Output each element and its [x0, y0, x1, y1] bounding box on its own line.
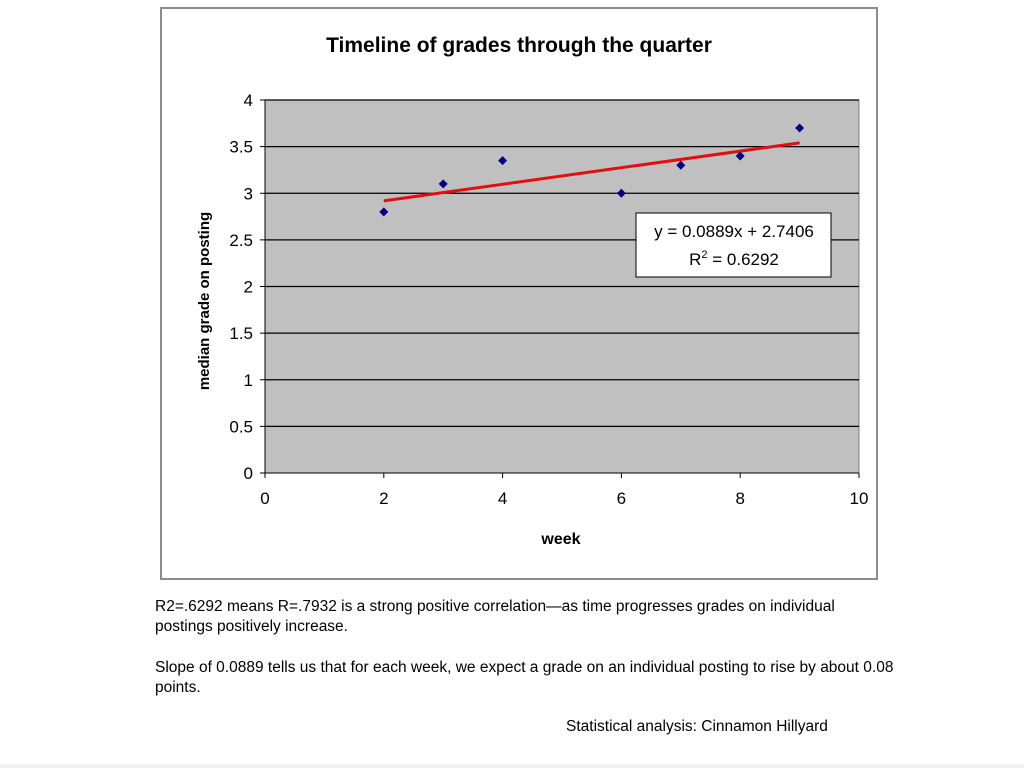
trendline-layer [383, 141, 800, 203]
bottom-divider [0, 764, 1024, 768]
caption-slope: Slope of 0.0889 tells us that for each w… [155, 659, 894, 696]
analysis-credit: Statistical analysis: Cinnamon Hillyard [566, 718, 828, 735]
data-point [735, 151, 745, 161]
y-tick-label: 2.5 [229, 231, 253, 250]
x-axis-label: week [540, 531, 580, 548]
y-tick-label: 4 [244, 91, 253, 110]
y-tick-label: 1 [244, 371, 253, 390]
r-squared-value: = 0.6292 [708, 250, 779, 269]
chart-svg: Timeline of grades through the quarter 0… [196, 34, 868, 548]
data-point [379, 207, 389, 217]
x-tick-label: 8 [735, 489, 744, 508]
y-tick-labels: 0 0.5 1 1.5 2 2.5 3 3.5 4 [229, 91, 253, 483]
data-point [438, 179, 448, 189]
r-squared-symbol: R [689, 250, 701, 269]
y-tick-label: 3 [244, 184, 253, 203]
data-points [379, 123, 805, 217]
y-tick-label: 0.5 [229, 417, 253, 436]
annotation-r-squared: R2 = 0.6292 [689, 249, 779, 269]
x-tick-label: 10 [850, 489, 869, 508]
y-axis-label: median grade on posting [196, 212, 213, 390]
x-tick-label: 0 [260, 489, 269, 508]
trendline [383, 141, 800, 203]
r-squared-superscript: 2 [701, 249, 707, 261]
y-tick-label: 2 [244, 278, 253, 297]
x-tick-label: 6 [617, 489, 626, 508]
x-tick-label: 2 [379, 489, 388, 508]
x-tick-labels: 0 2 4 6 8 10 [260, 489, 868, 508]
data-point [616, 188, 626, 198]
y-tick-label: 1.5 [229, 324, 253, 343]
data-point [676, 160, 686, 170]
chart-title: Timeline of grades through the quarter [326, 34, 712, 57]
y-tick-label: 3.5 [229, 138, 253, 157]
data-point [795, 123, 805, 133]
caption-correlation: R2=.6292 means R=.7932 is a strong posit… [155, 598, 835, 635]
chart-frame: Timeline of grades through the quarter 0… [160, 7, 878, 580]
y-tick-label: 0 [244, 464, 253, 483]
data-point [498, 156, 508, 166]
x-tick-label: 4 [498, 489, 507, 508]
annotation-equation: y = 0.0889x + 2.7406 [654, 222, 814, 241]
annotation-box [635, 212, 832, 278]
grid-lines [265, 99, 859, 428]
trendline-annotation: y = 0.0889x + 2.7406 R2 = 0.6292 [635, 212, 832, 278]
axes [260, 99, 860, 478]
